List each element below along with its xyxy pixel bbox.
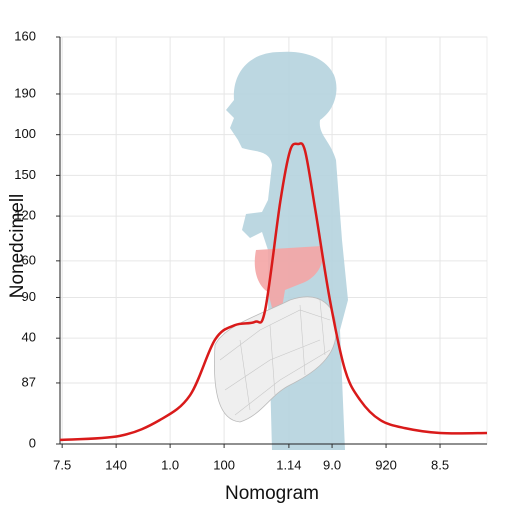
y-tick-label: 40 xyxy=(22,330,36,345)
x-axis-label: Nomogram xyxy=(225,483,319,504)
y-tick-label: 87 xyxy=(22,374,36,389)
line xyxy=(59,142,488,442)
y-tick-label: 150 xyxy=(14,167,36,182)
x-tick-label: 8.5 xyxy=(431,457,449,472)
y-tick-label: 190 xyxy=(14,85,36,100)
y-tick-label: 90 xyxy=(22,289,36,304)
x-tick-label: 140 xyxy=(105,457,127,472)
x-tick-label: 1.14 xyxy=(276,457,301,472)
y-tick-label: 120 xyxy=(14,208,36,223)
x-tick-label: 9.0 xyxy=(323,457,341,472)
y-axis-label: Nonedcimell xyxy=(7,194,28,299)
y-tick-label: 60 xyxy=(22,252,36,267)
x-tick-label: 7.5 xyxy=(53,457,71,472)
illustration xyxy=(214,51,348,451)
y-tick-label: 100 xyxy=(14,126,36,141)
mesh-organ xyxy=(214,296,337,423)
x-tick-label: 100 xyxy=(213,457,235,472)
x-tick-label: 920 xyxy=(375,457,397,472)
y-tick-label: 160 xyxy=(14,28,36,43)
mesh-lines xyxy=(219,299,331,416)
x-tick-label: 1.0 xyxy=(161,457,179,472)
plot: 160 190 100 150 120 60 90 40 87 0 7.5 140 1.0 100 1.14… xyxy=(14,28,488,472)
y-tick-label: 0 xyxy=(29,435,36,450)
